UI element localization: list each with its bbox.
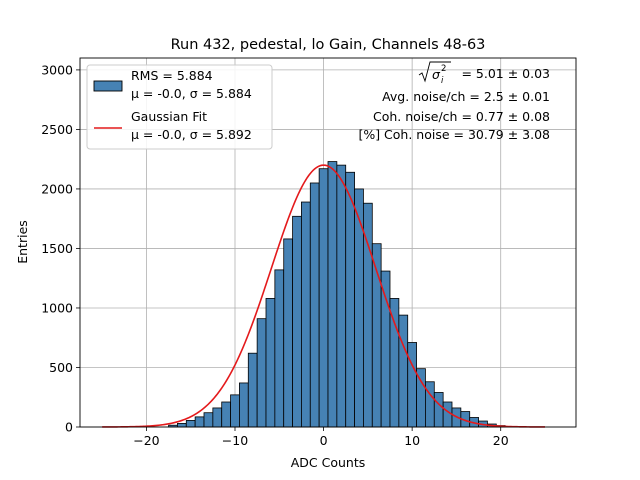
histogram-bars [168,161,506,428]
histogram-bar [274,269,285,428]
x-tick-label: 20 [493,433,509,448]
histogram-bar [309,182,320,428]
histogram-bar [442,401,453,428]
histogram-bar [230,394,240,428]
legend-fit-stats: μ = -0.0, σ = 5.892 [131,127,252,142]
legend-box [86,64,273,150]
coh-noise-pct-text: [%] Coh. noise = 30.79 ± 3.08 [358,127,550,142]
histogram-bar [256,318,267,428]
histogram-bar [327,161,338,428]
x-tick-label: 0 [320,433,328,448]
histogram-bar [212,407,223,428]
histogram-bar [177,423,187,428]
histogram-bar [336,164,347,428]
gaussian-fit-line [102,164,546,428]
x-tick-label: −20 [133,433,159,448]
sigma-i-sub: i [441,76,444,86]
histogram-bar [398,314,409,428]
histogram-bar [292,215,302,428]
x-tick-label: 10 [404,433,420,448]
noise-annotations: σ 2 i = 5.01 ± 0.03 Avg. noise/ch = 2.5 … [358,61,550,142]
legend-histogram-swatch [93,80,123,92]
legend-histogram-label: RMS = 5.884 [131,68,213,83]
legend: RMS = 5.884 μ = -0.0, σ = 5.884 Gaussian… [86,64,273,150]
coh-noise-text: Coh. noise/ch = 0.77 ± 0.08 [373,109,550,124]
histogram-bar [247,352,258,428]
histogram-bar [239,382,249,428]
y-tick-label: 500 [49,360,73,375]
y-axis-label: Entries [15,220,30,264]
histogram-bar [433,392,444,428]
plot-frame [79,57,577,428]
y-axis-ticks: 0 500 1000 1500 2000 2500 3000 [41,62,80,435]
histogram-bar [318,168,329,428]
sigma-i-symbol: σ [432,67,441,82]
histogram-bar [354,188,364,428]
x-axis-ticks: −20 −10 0 10 20 [133,427,509,448]
histogram-bar [203,412,214,428]
histogram-bar [194,416,205,428]
histogram-bar [283,238,293,428]
y-tick-label: 1500 [41,241,73,256]
histogram-bar [301,201,311,428]
sigma-i-formula: σ 2 i [418,61,451,86]
histogram-bar [345,171,355,428]
histogram-bar [221,401,231,428]
y-tick-label: 2500 [41,122,73,137]
y-tick-label: 2000 [41,181,73,196]
sigma-i-sup: 2 [441,64,446,74]
histogram-bar [389,298,400,428]
sqrt-symbol [418,61,451,83]
y-tick-label: 0 [65,420,73,435]
x-axis-label: ADC Counts [291,455,366,470]
legend-fit-label: Gaussian Fit [131,109,207,124]
chart-title: Run 432, pedestal, lo Gain, Channels 48-… [171,37,486,53]
y-tick-label: 3000 [41,62,73,77]
y-tick-label: 1000 [41,300,73,315]
histogram-bar [265,298,276,428]
histogram-bar [407,342,417,428]
x-tick-label: −10 [222,433,248,448]
histogram-bar [380,270,391,428]
sigma-i-value: = 5.01 ± 0.03 [461,66,550,81]
avg-noise-text: Avg. noise/ch = 2.5 ± 0.01 [382,89,550,104]
histogram-bar [185,420,196,428]
legend-histogram-stats: μ = -0.0, σ = 5.884 [131,86,252,101]
